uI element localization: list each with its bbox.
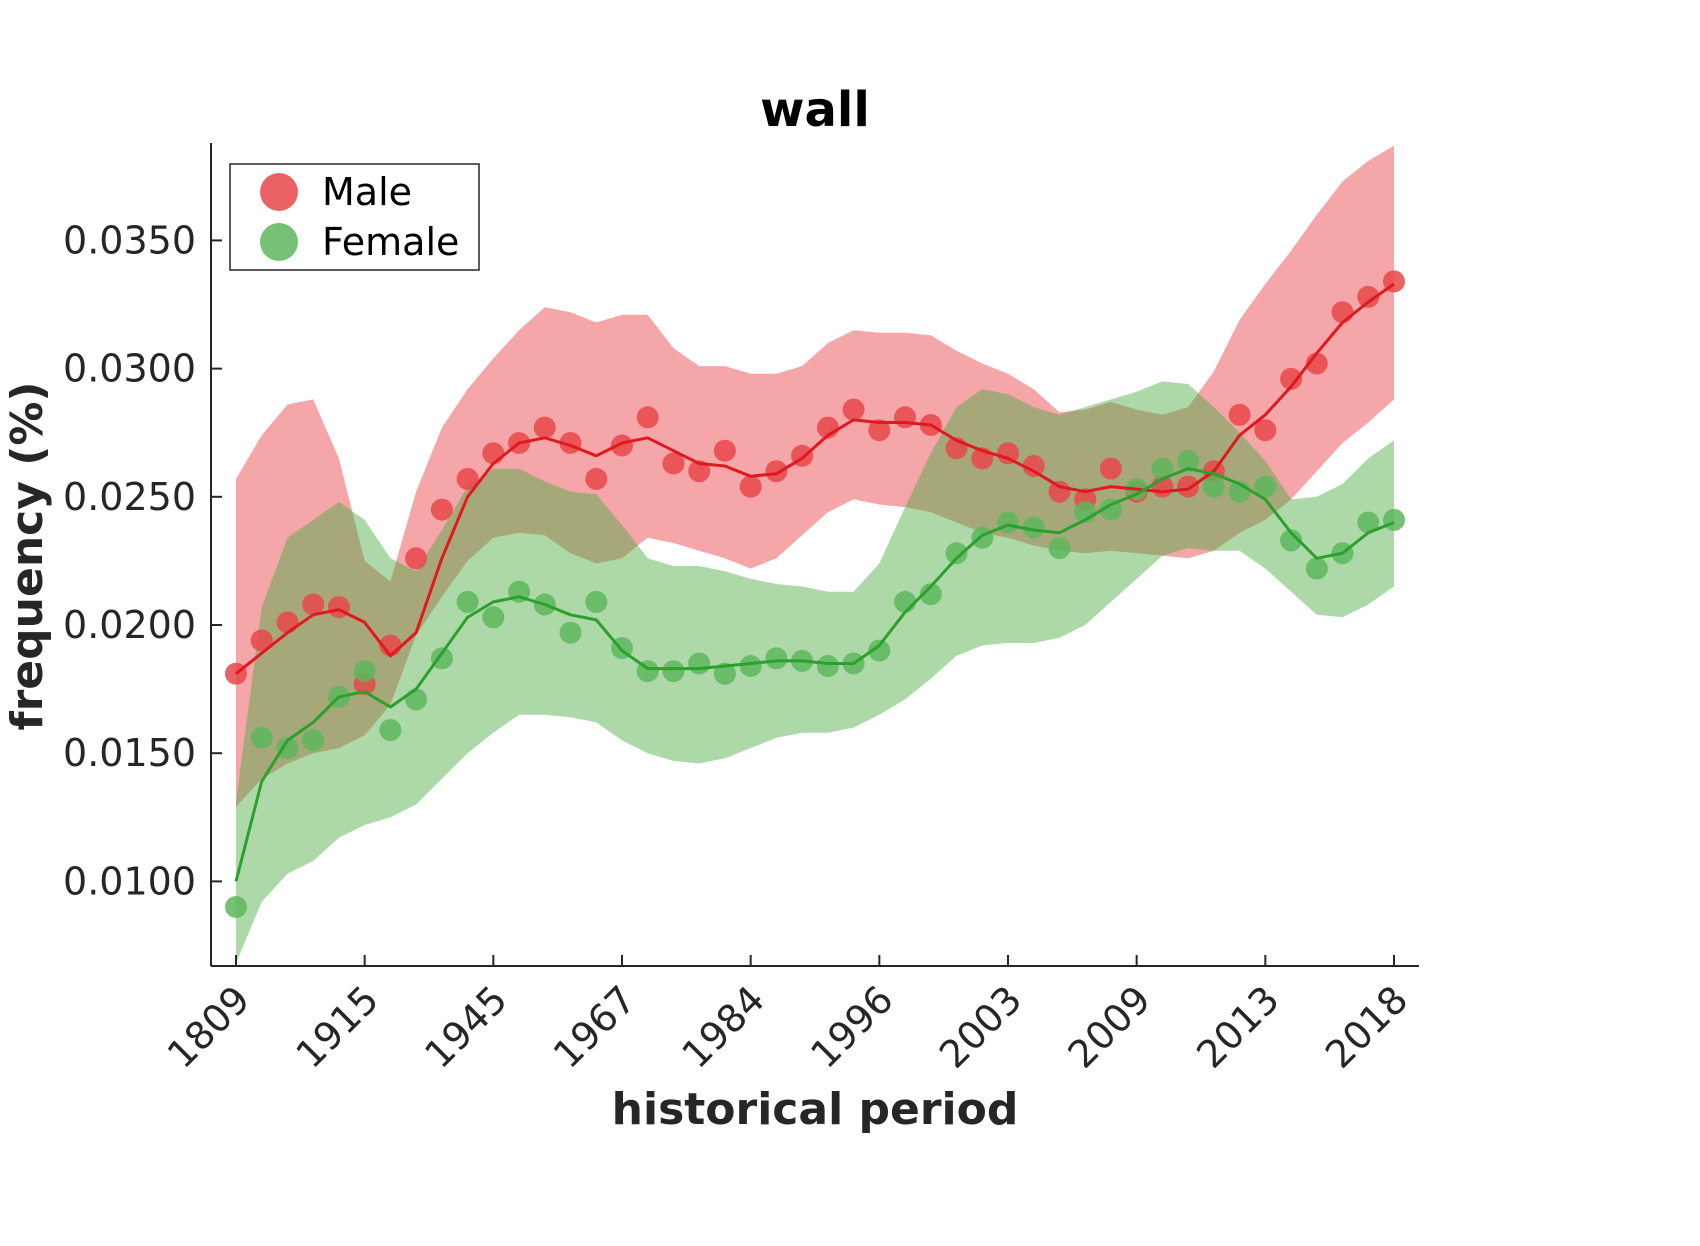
point-female [971,526,994,549]
point-male [456,467,479,490]
point-female [919,583,942,606]
y-tick-label: 0.0300 [63,347,196,391]
legend: Male Female [229,163,480,271]
point-male [868,419,891,442]
point-male [1022,455,1045,477]
point-female [405,688,428,711]
point-female [302,729,325,752]
plot-area [225,145,1405,964]
y-tick-label: 0.0100 [63,859,196,903]
chart-title: wall [760,82,870,138]
point-male [430,498,453,521]
point-male [894,406,917,429]
point-male [405,547,428,570]
point-male [1254,419,1277,442]
point-female [688,652,711,675]
point-female [250,726,273,749]
x-axis-title: historical period [612,1084,1019,1135]
point-female [1254,475,1277,498]
point-female [1202,475,1225,498]
point-female [945,542,968,565]
point-female [1177,449,1200,472]
point-male [302,593,325,616]
point-male [688,460,711,483]
point-female [276,737,299,760]
trend-line-female [234,467,1395,882]
axes [210,143,1419,967]
point-male [713,439,736,462]
point-male [1280,367,1303,390]
point-female [765,647,788,670]
y-ticks: 0.0100 0.0150 0.0200 0.0250 0.0300 0.0350 [63,218,222,903]
point-female [353,660,376,683]
y-tick-label: 0.0250 [63,475,196,519]
point-male [250,629,273,652]
point-male [662,452,685,475]
point-male [482,442,505,465]
point-male [276,611,299,634]
point-female [1022,516,1045,539]
point-female [894,590,917,613]
y-tick-label: 0.0200 [63,603,196,647]
point-male [765,460,788,483]
point-female [585,590,608,613]
point-female [816,655,839,677]
point-female [1099,498,1122,521]
point-female [997,511,1019,534]
point-female [1280,529,1303,552]
point-male [533,416,556,439]
point-male [1048,480,1071,503]
point-male [1228,403,1251,426]
point-female [430,647,453,670]
y-tick-label: 0.0350 [63,218,196,262]
point-female [559,621,582,644]
point-female [1151,457,1174,480]
point-male [739,475,762,498]
legend-label-female: Female [322,220,459,264]
legend-marker-male [260,173,298,211]
point-female [739,655,762,677]
band-male [236,145,1394,808]
point-female [662,660,685,683]
point-female [713,662,736,685]
point-male [1331,301,1354,324]
point-female [225,896,247,918]
band-female [236,381,1394,964]
legend-marker-female [260,223,298,261]
point-male [1177,475,1200,498]
point-male [611,434,633,457]
legend-label-male: Male [322,170,412,214]
point-male [1357,285,1380,308]
point-female [868,639,891,662]
point-male [585,467,608,490]
y-axis-title: frequency (%) [2,381,53,730]
point-male [842,398,865,421]
point-female [379,719,402,742]
point-female [1383,508,1405,531]
point-female [1357,511,1380,534]
y-tick-label: 0.0150 [63,731,196,775]
point-male [1099,457,1122,480]
point-female [482,606,505,629]
point-female [456,590,479,613]
point-female [1305,557,1328,580]
point-male [997,442,1019,465]
point-male [636,406,659,429]
trend-line-male [235,282,1395,675]
point-female [1048,537,1071,560]
